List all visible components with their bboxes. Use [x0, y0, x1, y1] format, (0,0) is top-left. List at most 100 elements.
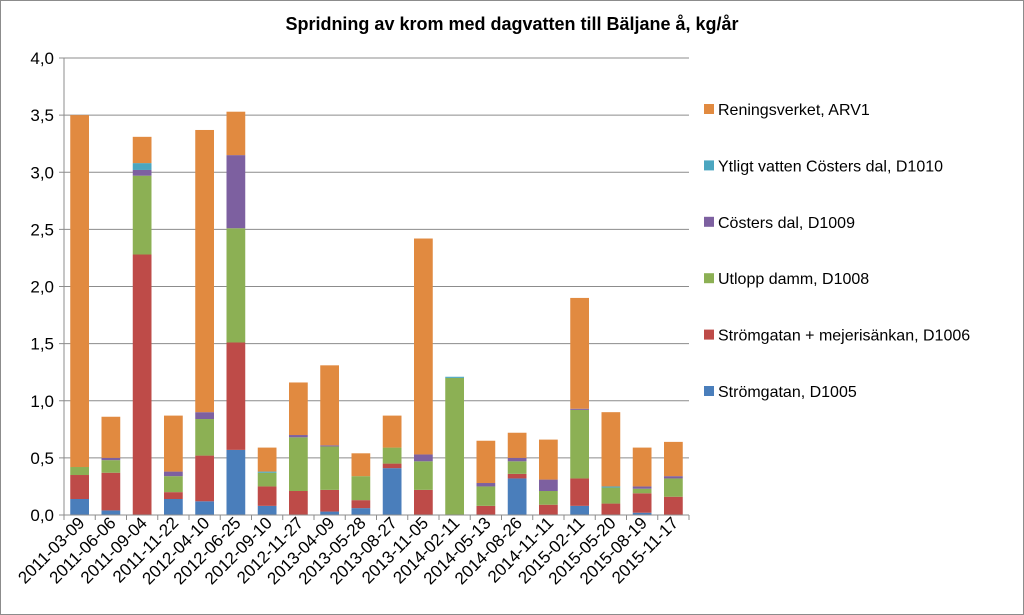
y-tick-label: 2,0 — [30, 278, 54, 297]
bar-segment — [195, 455, 214, 502]
bar-segment — [164, 492, 183, 500]
bar-segment — [101, 460, 121, 473]
bar-segment — [70, 467, 89, 476]
bar-segment — [601, 503, 621, 515]
bar-segment — [195, 412, 214, 420]
bar-segment — [632, 493, 652, 513]
bar-segment — [570, 297, 589, 409]
bar-segment — [664, 496, 683, 515]
bar-segment — [289, 435, 308, 438]
bar-segment — [132, 175, 152, 255]
bar-segment — [101, 510, 121, 515]
bar-segment — [351, 508, 371, 515]
bar-segment — [320, 365, 339, 446]
bar-segment — [570, 505, 589, 515]
bar-segment — [320, 446, 339, 490]
bar-segment — [507, 473, 527, 479]
bar-segment — [601, 412, 621, 487]
bar-segment — [445, 376, 464, 378]
bar-segment — [226, 342, 246, 450]
bar-segment — [289, 491, 308, 515]
legend-label: Ytligt vatten Cösters dal, D1010 — [718, 158, 943, 175]
bar-segment — [414, 454, 433, 462]
bar-segment — [257, 472, 277, 487]
y-tick-labels: 0,0 0,5 1,0 1,5 2,0 2,5 3,0 3,5 4,0 — [30, 49, 54, 525]
bar-segment — [320, 489, 339, 512]
bar-segment — [601, 486, 621, 488]
bar-segment — [226, 449, 246, 515]
bar-segment — [632, 488, 652, 494]
bar-segment — [101, 416, 121, 458]
bar-segment — [632, 447, 652, 487]
bar-segment — [382, 415, 402, 448]
bar-segment — [570, 409, 589, 479]
bar-segment — [289, 382, 308, 436]
bar-segment — [164, 476, 183, 493]
bar-segment — [382, 447, 402, 464]
bar-segment — [507, 461, 527, 474]
bar-segment — [476, 505, 496, 515]
bar-segment — [257, 447, 277, 472]
y-tick-label: 1,0 — [30, 392, 54, 411]
bar-segment — [476, 483, 496, 487]
bar-segment — [164, 471, 183, 477]
bar-segment — [257, 486, 277, 506]
bar-segment — [226, 155, 246, 229]
gridlines — [64, 57, 689, 459]
bar-segment — [476, 486, 496, 506]
bar-segment — [414, 238, 433, 455]
bar-segment — [132, 254, 152, 515]
bar-segment — [101, 472, 121, 511]
bar-segment — [289, 437, 308, 492]
bar-segment — [70, 499, 89, 515]
chart-title: Spridning av krom med dagvatten till Bäl… — [285, 14, 739, 34]
bar-segment — [351, 500, 371, 509]
bar-segment — [445, 377, 464, 515]
bar-segment — [539, 479, 558, 492]
x-tick-labels: 2011-03-092011-06-062011-09-042011-11-22… — [14, 513, 682, 588]
axes — [59, 57, 690, 520]
bar-segment — [570, 478, 589, 506]
y-tick-label: 1,5 — [30, 335, 54, 354]
bar-segment — [539, 491, 558, 505]
bar-segment — [664, 478, 683, 497]
y-tick-label: 0,0 — [30, 506, 54, 525]
bar-segment — [226, 111, 246, 156]
bar-segment — [507, 457, 527, 462]
legend-label: Utlopp damm, D1008 — [718, 271, 869, 288]
bar-segment — [507, 478, 527, 515]
bar-segment — [164, 415, 183, 472]
bar-segment — [632, 512, 652, 515]
bar-segment — [195, 501, 214, 515]
bar-segment — [195, 419, 214, 456]
bar-segment — [382, 468, 402, 515]
bar-segment — [539, 504, 558, 515]
bar-segment — [132, 136, 152, 164]
bar-segment — [226, 228, 246, 343]
bar-segment — [351, 453, 371, 477]
y-tick-label: 3,0 — [30, 163, 54, 182]
bar-segment — [664, 476, 683, 479]
legend-swatch — [704, 329, 714, 340]
bar-segment — [414, 489, 433, 515]
legend-label: Cösters dal, D1009 — [718, 215, 855, 232]
legend-swatch — [704, 160, 714, 171]
bar-segment — [476, 440, 496, 484]
bar-segment — [257, 471, 277, 473]
bar-segment — [382, 463, 402, 469]
bars — [70, 111, 683, 515]
bar-segment — [320, 511, 339, 515]
bar-segment — [507, 432, 527, 458]
y-tick-label: 4,0 — [30, 49, 54, 68]
bar-segment — [132, 163, 152, 170]
bar-segment — [164, 499, 183, 515]
legend-swatch — [704, 104, 714, 114]
bar-segment — [195, 129, 214, 413]
legend-label: Reningsverket, ARV1 — [718, 102, 870, 119]
bar-segment — [132, 169, 152, 176]
y-tick-label: 2,5 — [30, 220, 54, 239]
bar-segment — [257, 505, 277, 515]
bar-segment — [320, 445, 339, 447]
bar-segment — [70, 475, 89, 500]
